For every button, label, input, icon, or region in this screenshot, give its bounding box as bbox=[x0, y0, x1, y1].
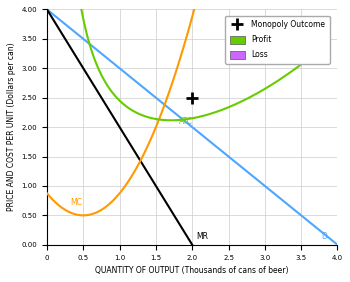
Text: MR: MR bbox=[196, 232, 208, 241]
X-axis label: QUANTITY OF OUTPUT (Thousands of cans of beer): QUANTITY OF OUTPUT (Thousands of cans of… bbox=[96, 266, 289, 275]
Legend: Monopoly Outcome, Profit, Loss: Monopoly Outcome, Profit, Loss bbox=[225, 16, 330, 64]
Text: D: D bbox=[322, 232, 327, 241]
Text: MC: MC bbox=[70, 198, 82, 207]
Y-axis label: PRICE AND COST PER UNIT (Dollars per can): PRICE AND COST PER UNIT (Dollars per can… bbox=[7, 43, 16, 212]
Text: ATC: ATC bbox=[179, 117, 193, 126]
